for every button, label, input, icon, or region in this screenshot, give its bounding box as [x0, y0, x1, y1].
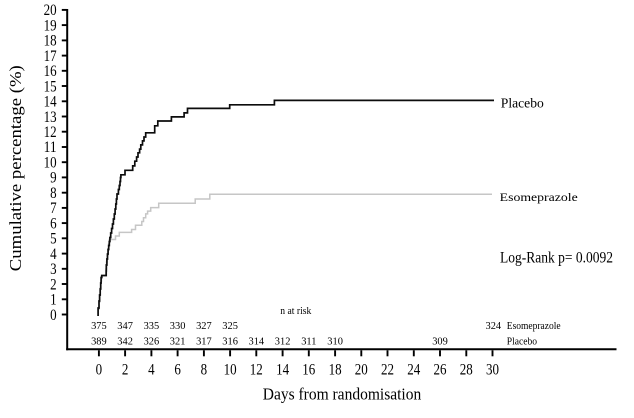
svg-text:347: 347	[117, 321, 133, 332]
svg-text:n at risk: n at risk	[280, 306, 312, 317]
svg-text:312: 312	[275, 337, 291, 348]
svg-text:6: 6	[174, 362, 181, 379]
svg-text:327: 327	[196, 321, 212, 332]
svg-text:Placebo: Placebo	[501, 97, 544, 112]
svg-text:12: 12	[250, 362, 263, 379]
svg-text:321: 321	[170, 337, 186, 348]
svg-text:13: 13	[44, 109, 57, 126]
svg-text:26: 26	[434, 362, 447, 379]
svg-text:4: 4	[148, 362, 155, 379]
svg-text:3: 3	[50, 261, 57, 278]
svg-text:20: 20	[44, 2, 57, 19]
svg-text:311: 311	[301, 337, 316, 348]
svg-text:6: 6	[50, 215, 57, 232]
svg-text:342: 342	[117, 337, 133, 348]
svg-text:9: 9	[50, 170, 57, 187]
svg-text:Esomeprazole: Esomeprazole	[500, 190, 578, 204]
svg-text:18: 18	[329, 362, 342, 379]
svg-text:18: 18	[44, 33, 57, 50]
svg-text:0: 0	[50, 307, 57, 324]
svg-text:324: 324	[486, 321, 502, 332]
svg-text:10: 10	[44, 154, 57, 171]
svg-text:326: 326	[144, 337, 160, 348]
svg-text:309: 309	[432, 337, 448, 348]
svg-text:28: 28	[460, 362, 473, 379]
svg-text:8: 8	[201, 362, 208, 379]
svg-text:15: 15	[44, 78, 57, 95]
svg-text:317: 317	[196, 337, 212, 348]
svg-text:325: 325	[222, 321, 238, 332]
svg-text:8: 8	[50, 185, 57, 202]
svg-text:375: 375	[91, 321, 107, 332]
svg-text:Cumulative percentage (%): Cumulative percentage (%)	[6, 65, 25, 271]
svg-text:Log-Rank p= 0.0092: Log-Rank p= 0.0092	[500, 250, 613, 267]
svg-text:10: 10	[224, 362, 237, 379]
svg-text:2: 2	[122, 362, 129, 379]
svg-text:17: 17	[44, 48, 57, 65]
svg-text:14: 14	[44, 94, 57, 111]
svg-text:310: 310	[327, 337, 343, 348]
svg-text:11: 11	[44, 139, 57, 156]
svg-text:335: 335	[144, 321, 160, 332]
svg-text:4: 4	[50, 246, 57, 263]
svg-text:2: 2	[50, 276, 57, 293]
svg-text:Days from randomisation: Days from randomisation	[263, 384, 422, 403]
svg-text:5: 5	[50, 231, 57, 248]
svg-text:0: 0	[96, 362, 103, 379]
svg-text:30: 30	[486, 362, 499, 379]
svg-text:16: 16	[44, 63, 57, 80]
svg-text:Esomeprazole: Esomeprazole	[507, 321, 561, 332]
svg-text:12: 12	[44, 124, 57, 141]
svg-text:7: 7	[50, 200, 57, 217]
svg-text:20: 20	[355, 362, 368, 379]
svg-text:314: 314	[249, 337, 265, 348]
svg-text:16: 16	[302, 362, 315, 379]
svg-text:24: 24	[407, 362, 420, 379]
svg-text:19: 19	[44, 17, 57, 34]
svg-text:316: 316	[222, 337, 238, 348]
svg-text:389: 389	[91, 337, 107, 348]
svg-text:1: 1	[50, 292, 57, 309]
svg-text:Placebo: Placebo	[507, 337, 537, 348]
svg-text:14: 14	[276, 362, 289, 379]
svg-text:330: 330	[170, 321, 186, 332]
svg-text:22: 22	[381, 362, 394, 379]
